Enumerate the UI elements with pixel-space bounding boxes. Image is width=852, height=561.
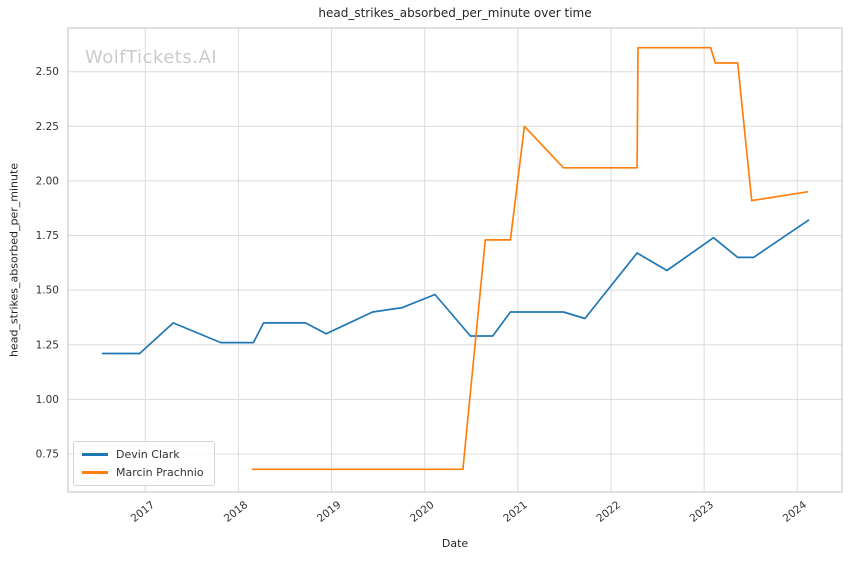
legend-line-swatch-orange: [82, 471, 108, 474]
legend-line-swatch-blue: [82, 453, 108, 456]
x-tick-label: 2021: [501, 499, 529, 525]
plot-border: [67, 27, 843, 493]
x-tick-label: 2023: [688, 499, 716, 525]
x-tick-label: 2020: [408, 499, 436, 525]
y-tick-label: 1.00: [36, 394, 59, 406]
legend-label: Devin Clark: [116, 448, 180, 461]
chart-title: head_strikes_absorbed_per_minute over ti…: [318, 6, 592, 20]
y-axis-label: head_strikes_absorbed_per_minute: [7, 162, 21, 358]
legend: Devin Clark Marcin Prachnio: [73, 441, 215, 486]
x-tick-label: 2024: [781, 499, 810, 525]
y-tick-label: 1.25: [36, 339, 59, 351]
y-tick-label: 0.75: [36, 448, 59, 460]
x-tick-label: 2017: [129, 499, 157, 525]
y-tick-label: 2.00: [36, 175, 59, 187]
x-axis-label: Date: [441, 537, 469, 550]
legend-item: Marcin Prachnio: [82, 466, 204, 479]
x-tick-label: 2018: [222, 499, 250, 525]
y-tick-label: 2.25: [36, 121, 59, 133]
legend-label: Marcin Prachnio: [116, 466, 204, 479]
y-tick-label: 1.50: [36, 285, 59, 297]
x-tick-label: 2019: [315, 499, 343, 525]
x-tick-label: 2022: [594, 499, 622, 525]
y-tick-label: 2.50: [36, 66, 59, 78]
watermark: WolfTickets.AI: [85, 47, 218, 68]
y-tick-label: 1.75: [36, 230, 59, 242]
series-line: [251, 46, 809, 471]
series-line: [101, 219, 810, 355]
legend-item: Devin Clark: [82, 448, 204, 461]
